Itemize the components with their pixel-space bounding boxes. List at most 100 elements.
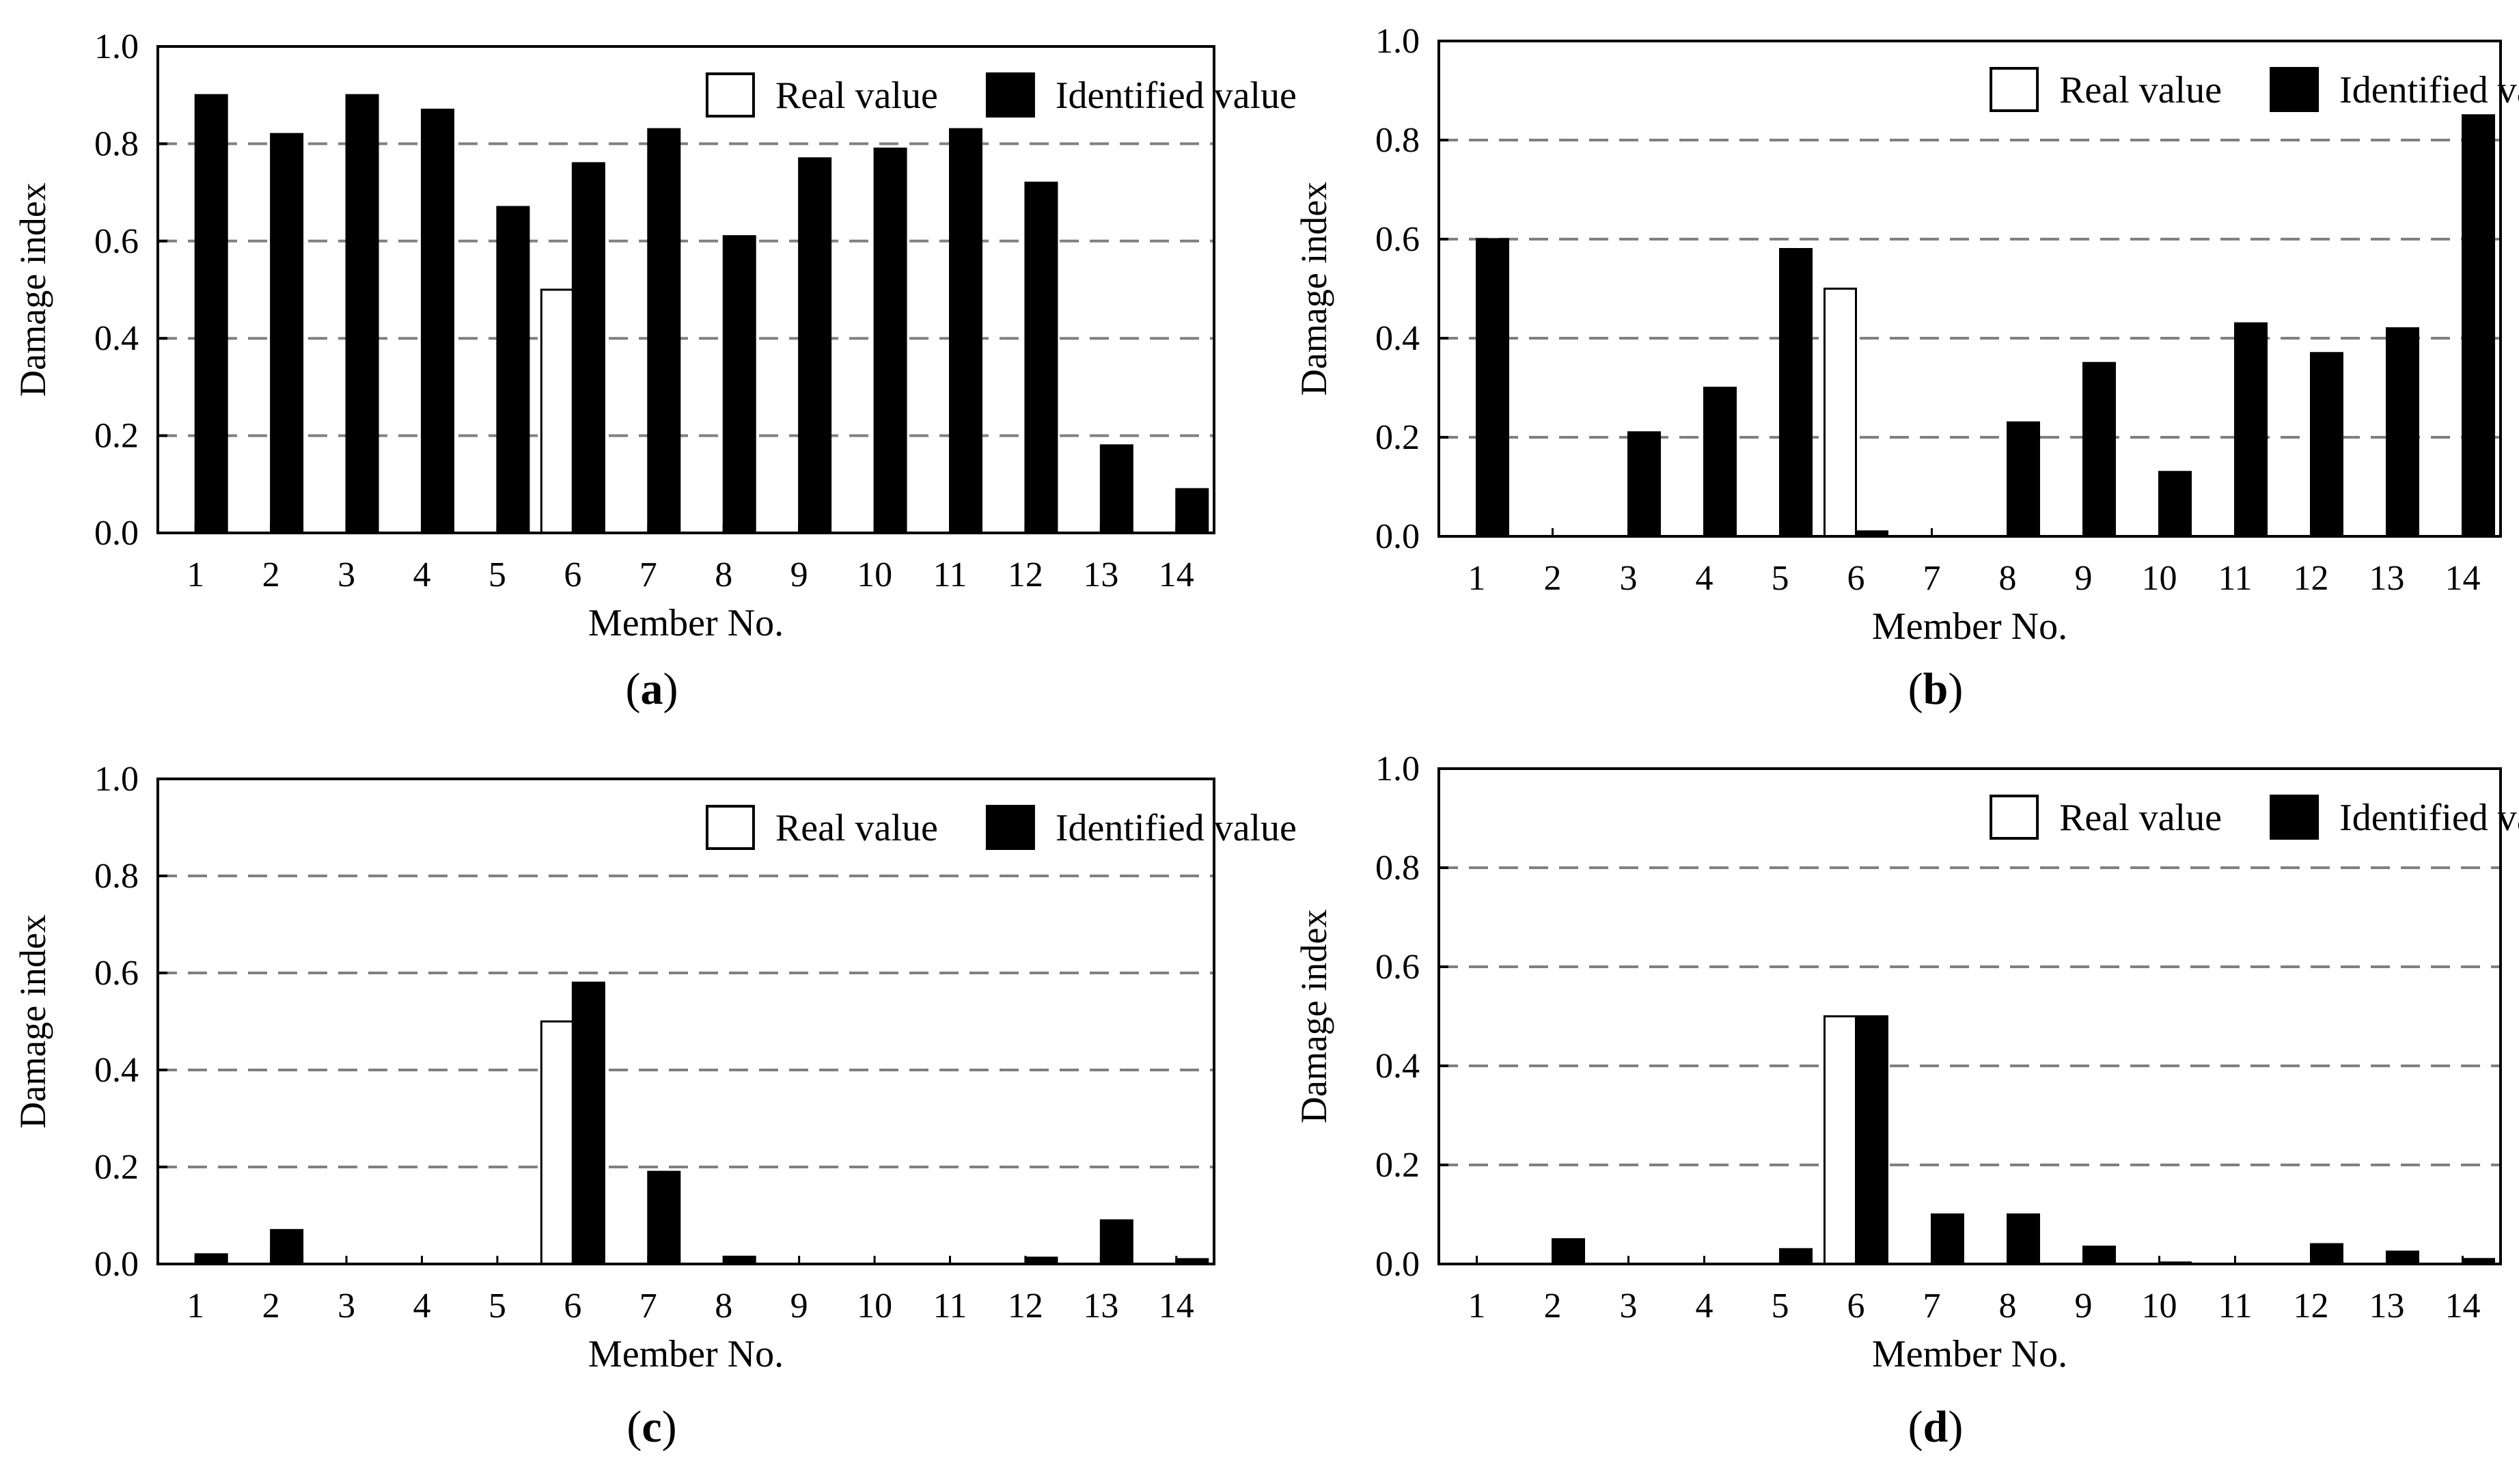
y-tick-label: 0.0 [94, 514, 139, 553]
bar-identified-value [2007, 421, 2040, 538]
chart-panel-d: 0.00.20.40.60.81.01 2 3 4 5 6 7 8 9 10 11 12 13 14Dam… [1293, 750, 2519, 1452]
x-tick-label: 14 [1159, 1287, 1194, 1325]
x-tick-label: 9 [790, 1287, 808, 1325]
y-tick-label: 0.2 [1375, 1146, 1420, 1185]
x-axis-label: Member No. [588, 1333, 784, 1375]
y-tick-label: 0.8 [1375, 849, 1420, 888]
x-tick-label: 4 [413, 1287, 431, 1325]
x-tick-label: 11 [2218, 1287, 2252, 1325]
bar-identified-value [2082, 361, 2116, 538]
legend-swatch-identified [985, 72, 1035, 118]
y-tick-label: 1.0 [94, 27, 139, 66]
panel-label-open: ( [1908, 1402, 1923, 1452]
plot-frame [1437, 767, 2502, 1265]
chart-panel-c: 0.00.20.40.60.81.01 2 3 4 5 6 7 8 9 10 11 12 13 14Dam… [12, 760, 1297, 1452]
plot-frame [156, 45, 1215, 534]
y-tick-label: 0.8 [1375, 121, 1420, 160]
legend-swatch-real [1990, 795, 2039, 840]
x-tick-label: 5 [1772, 1287, 1789, 1325]
x-tick-label: 1 [187, 1287, 204, 1325]
panel-label-open: ( [627, 1402, 642, 1452]
legend-label-identified: Identified value [2339, 797, 2519, 839]
bar-identified-value [2386, 327, 2419, 538]
x-tick-label: 13 [1083, 555, 1118, 594]
bar-identified-value [647, 128, 681, 534]
panel-label-letter: a [641, 664, 663, 714]
bar-identified-value [2234, 322, 2268, 538]
panel-label-letter: c [642, 1402, 661, 1452]
legend-swatch-identified [985, 805, 1035, 850]
x-tick-label: 13 [2369, 1287, 2405, 1325]
bar-real-value [1823, 288, 1857, 538]
x-tick-label: 13 [1083, 1287, 1118, 1325]
x-tick-label: 7 [639, 1287, 657, 1325]
legend-label-real: Real value [775, 74, 938, 117]
plot-frame [1437, 40, 2502, 538]
panel-label-close: ) [1948, 1402, 1963, 1452]
bar-identified-value [1627, 431, 1661, 538]
x-tick-label: 6 [564, 1287, 581, 1325]
bar-identified-value [1099, 1219, 1133, 1265]
x-tick-label: 7 [639, 555, 657, 594]
y-tick-label: 0.4 [94, 319, 139, 358]
y-tick-label: 0.2 [1375, 418, 1420, 457]
legend-label-real: Real value [2059, 69, 2222, 111]
panel-label: (b) [1908, 664, 1964, 714]
y-tick-label: 0.6 [94, 954, 139, 993]
legend-swatch-real [705, 805, 755, 850]
bar-identified-value [1552, 1238, 1585, 1265]
y-tick-label: 0.0 [94, 1245, 139, 1284]
y-tick-label: 0.4 [1375, 319, 1420, 358]
x-tick-label: 11 [933, 555, 967, 594]
panel-label-open: ( [626, 664, 641, 714]
panel-label: (c) [627, 1402, 676, 1452]
y-tick-label: 0.0 [1375, 1245, 1420, 1284]
plot-frame [156, 778, 1215, 1265]
y-axis-label: Damage index [12, 914, 53, 1128]
x-tick-label: 12 [1008, 555, 1043, 594]
y-axis-label: Damage index [12, 182, 53, 396]
legend-swatch-real [705, 72, 755, 118]
panel-label-open: ( [1908, 664, 1923, 714]
x-tick-label: 10 [857, 555, 892, 594]
y-tick-label: 0.6 [1375, 220, 1420, 259]
x-tick-label: 7 [1923, 559, 1941, 598]
bar-real-value [540, 1020, 574, 1265]
x-tick-label: 2 [1544, 559, 1562, 598]
x-tick-label: 5 [488, 555, 506, 594]
bar-real-value [540, 288, 574, 534]
y-tick-label: 0.0 [1375, 517, 1420, 556]
x-tick-label: 8 [715, 1287, 732, 1325]
x-tick-label: 10 [857, 1287, 892, 1325]
bar-identified-value [1855, 1015, 1888, 1265]
panel-label: (d) [1908, 1402, 1964, 1452]
bar-identified-value [722, 235, 756, 534]
legend-swatch-real [1990, 67, 2039, 112]
y-tick-label: 0.2 [94, 417, 139, 456]
bar-identified-value [496, 206, 530, 534]
x-axis-label: Member No. [1872, 1333, 2067, 1375]
chart-panel-b: 0.00.20.40.60.81.01 2 3 4 5 6 7 8 9 10 11 12 13 14Dam… [1293, 22, 2519, 714]
bar-identified-value [1779, 1248, 1813, 1265]
bar-identified-value [798, 157, 832, 534]
bar-real-value [1823, 1015, 1857, 1265]
x-axis-label: Member No. [588, 602, 784, 644]
bar-identified-value [1024, 181, 1058, 534]
bar-identified-value [421, 109, 454, 534]
panel-label: (a) [626, 664, 678, 714]
x-tick-label: 8 [1999, 559, 2017, 598]
bar-identified-value [2007, 1213, 2040, 1265]
y-tick-label: 0.8 [94, 857, 139, 896]
x-tick-label: 3 [1620, 559, 1638, 598]
x-tick-label: 3 [338, 555, 355, 594]
x-tick-label: 9 [2075, 1287, 2093, 1325]
y-tick-label: 1.0 [94, 760, 139, 799]
x-tick-label: 4 [413, 555, 431, 594]
panel-label-close: ) [1948, 664, 1963, 714]
bar-identified-value [194, 94, 228, 534]
y-tick-label: 0.8 [94, 124, 139, 163]
x-tick-label: 2 [262, 555, 280, 594]
bar-identified-value [270, 133, 304, 534]
bar-identified-value [2310, 352, 2343, 538]
x-tick-label: 14 [2445, 1287, 2481, 1325]
